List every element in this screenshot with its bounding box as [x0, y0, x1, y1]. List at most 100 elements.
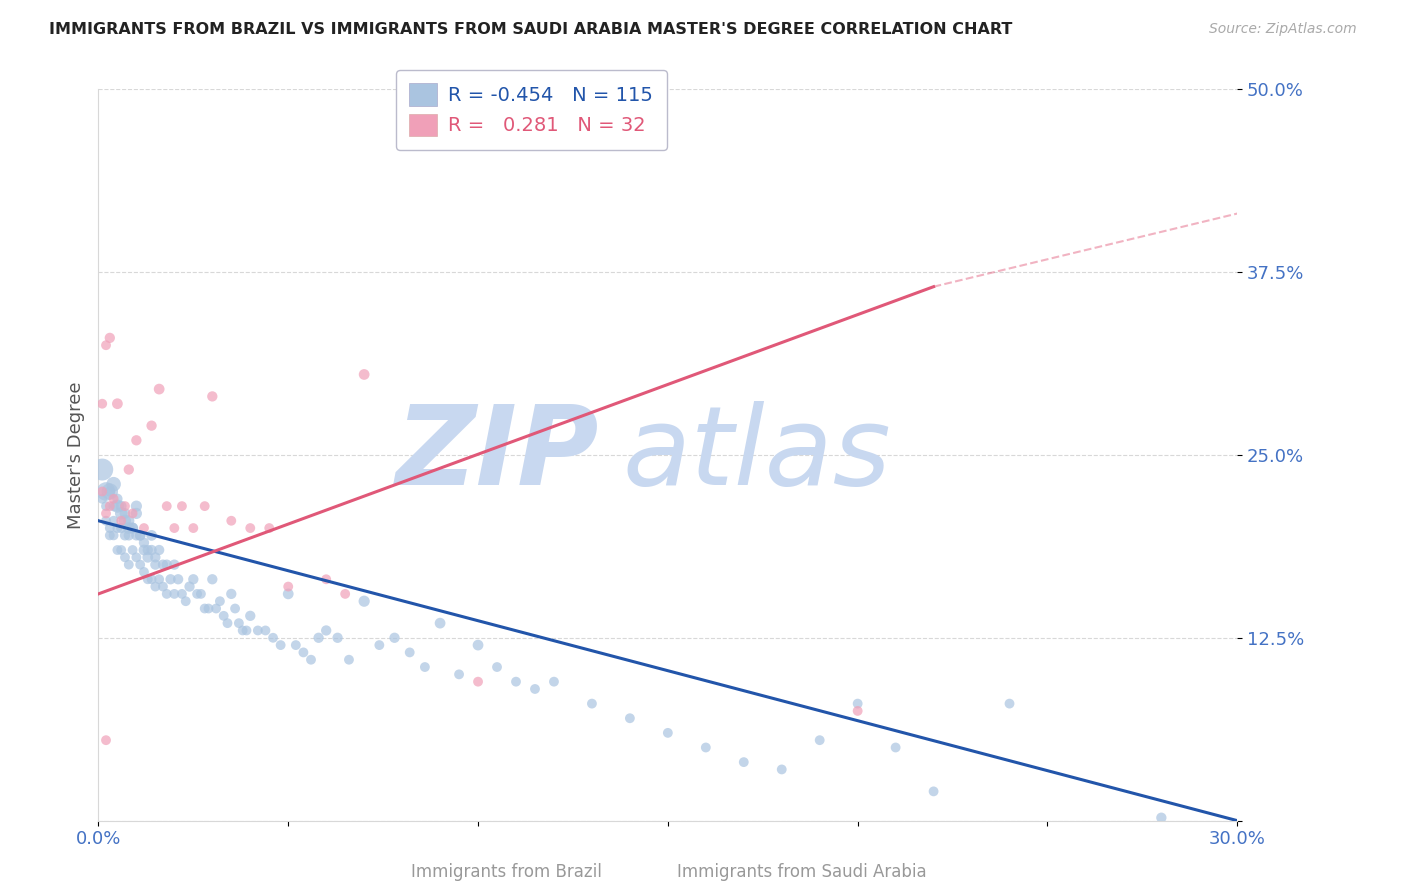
Text: ZIP: ZIP — [396, 401, 599, 508]
Point — [413, 660, 436, 674]
Point — [94, 499, 117, 513]
Point — [353, 368, 375, 382]
Point — [467, 674, 489, 689]
Point — [159, 572, 181, 586]
Point — [543, 674, 565, 689]
Point — [136, 572, 159, 586]
Point — [174, 594, 197, 608]
Point — [846, 697, 869, 711]
Point — [94, 733, 117, 747]
Point — [98, 331, 121, 345]
Point — [221, 587, 243, 601]
Point — [103, 528, 125, 542]
Point — [132, 535, 155, 549]
Point — [132, 521, 155, 535]
Point — [118, 558, 141, 572]
Point — [118, 528, 141, 542]
Point — [467, 638, 489, 652]
Point — [217, 616, 239, 631]
Point — [98, 528, 121, 542]
Point — [118, 521, 141, 535]
Point — [98, 484, 121, 499]
Point — [486, 660, 509, 674]
Point — [136, 543, 159, 558]
Point — [141, 418, 163, 433]
Point — [107, 543, 129, 558]
Point — [201, 572, 224, 586]
Point — [277, 580, 299, 594]
Point — [197, 601, 219, 615]
Point — [110, 507, 132, 521]
Point — [190, 587, 212, 601]
Point — [94, 484, 117, 499]
Point — [91, 462, 114, 476]
Point — [118, 514, 141, 528]
Point — [194, 601, 217, 615]
Point — [733, 755, 755, 769]
Point — [107, 499, 129, 513]
Point — [141, 543, 163, 558]
Point — [132, 543, 155, 558]
Point — [170, 499, 193, 513]
Point — [121, 507, 143, 521]
Point — [212, 608, 235, 623]
Point — [170, 587, 193, 601]
Point — [103, 477, 125, 491]
Point — [103, 491, 125, 506]
Point — [121, 543, 143, 558]
Point — [167, 572, 190, 586]
Point — [221, 514, 243, 528]
Y-axis label: Master's Degree: Master's Degree — [66, 381, 84, 529]
Point — [284, 638, 307, 652]
Point — [118, 462, 141, 476]
Point — [998, 697, 1021, 711]
Point — [277, 587, 299, 601]
Legend: R = -0.454   N = 115, R =   0.281   N = 32: R = -0.454 N = 115, R = 0.281 N = 32 — [395, 70, 666, 150]
Point — [121, 521, 143, 535]
Point — [808, 733, 831, 747]
Point — [114, 528, 136, 542]
Point — [136, 550, 159, 565]
Point — [125, 434, 148, 448]
Point — [103, 514, 125, 528]
Point — [107, 397, 129, 411]
Point — [91, 484, 114, 499]
Point — [186, 587, 208, 601]
Text: IMMIGRANTS FROM BRAZIL VS IMMIGRANTS FROM SAUDI ARABIA MASTER'S DEGREE CORRELATI: IMMIGRANTS FROM BRAZIL VS IMMIGRANTS FRO… — [49, 22, 1012, 37]
Point — [145, 580, 167, 594]
Point — [114, 514, 136, 528]
Point — [315, 572, 337, 586]
Point — [239, 521, 262, 535]
Point — [429, 616, 451, 631]
Point — [201, 389, 224, 403]
Point — [103, 499, 125, 513]
Point — [156, 499, 179, 513]
Point — [353, 594, 375, 608]
Point — [315, 624, 337, 638]
Point — [141, 572, 163, 586]
Point — [163, 558, 186, 572]
Point — [1150, 811, 1173, 825]
Point — [262, 631, 284, 645]
Point — [98, 499, 121, 513]
Point — [98, 484, 121, 499]
Point — [156, 558, 179, 572]
Point — [110, 499, 132, 513]
Point — [110, 521, 132, 535]
Point — [145, 550, 167, 565]
Point — [163, 521, 186, 535]
Point — [148, 382, 170, 396]
Point — [224, 601, 246, 615]
Point — [205, 601, 228, 615]
Point — [208, 594, 231, 608]
Point — [398, 645, 420, 659]
Point — [114, 499, 136, 513]
Point — [384, 631, 406, 645]
Point — [246, 624, 269, 638]
Point — [505, 674, 527, 689]
Text: Source: ZipAtlas.com: Source: ZipAtlas.com — [1209, 22, 1357, 37]
Text: atlas: atlas — [623, 401, 891, 508]
Point — [141, 528, 163, 542]
Point — [239, 608, 262, 623]
Point — [91, 491, 114, 506]
